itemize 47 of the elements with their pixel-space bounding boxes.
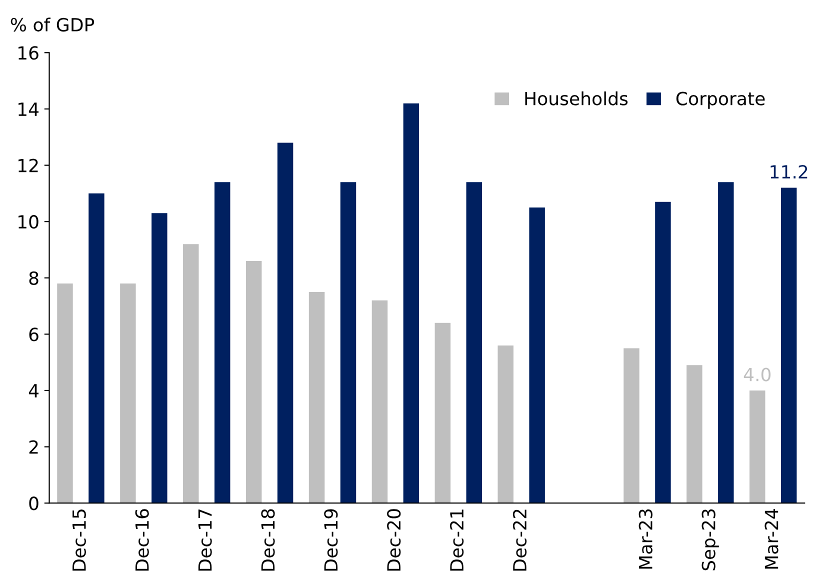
bar: [88, 193, 104, 504]
y-tick-label: 0: [29, 496, 38, 510]
y-tick-label: 8: [29, 271, 38, 285]
bar: [780, 188, 797, 504]
bar: [277, 142, 294, 504]
bar: [308, 292, 325, 504]
data-label: 11.2: [770, 165, 808, 178]
x-tick-label: Dec-19: [324, 509, 338, 571]
x-tick-label: Dec-15: [72, 510, 86, 571]
bar: [152, 213, 168, 504]
x-tick-label: Dec-17: [198, 510, 212, 571]
x-tick-label: Dec-18: [261, 509, 275, 571]
bar: [434, 322, 451, 504]
bar: [750, 390, 766, 504]
x-tick-label: Dec-20: [387, 509, 401, 571]
x-tick-label: Sep-23: [702, 509, 719, 570]
x-tick-label: Mar-23: [638, 509, 652, 569]
y-tick-label: 4: [28, 384, 39, 398]
y-axis-title: % of GDP: [10, 18, 94, 32]
y-tick-label: 10: [18, 215, 38, 229]
bar: [686, 365, 702, 504]
x-tick-label: Mar-24: [764, 508, 778, 569]
bar: [214, 182, 230, 504]
bar: [340, 182, 356, 504]
bar: [655, 202, 671, 504]
bar: [372, 300, 388, 504]
bar: [403, 103, 420, 504]
y-tick-label: 12: [18, 158, 38, 172]
y-tick-label: 6: [29, 328, 38, 342]
bar: [183, 244, 199, 504]
data-label: 4.0: [744, 368, 771, 382]
legend-label: Corporate: [676, 92, 765, 109]
bar: [466, 182, 482, 504]
x-tick-label: Dec-16: [135, 509, 149, 571]
x-tick-label: Dec-21: [450, 510, 464, 571]
x-tick-label: Dec-22: [512, 510, 527, 571]
y-tick-label: 2: [29, 440, 38, 454]
bar: [246, 260, 262, 504]
legend-label: Households: [525, 91, 628, 106]
y-tick-label: 16: [18, 46, 38, 60]
bar: [498, 345, 514, 504]
bar: [529, 207, 545, 504]
bar: [624, 348, 640, 504]
bar: [120, 284, 136, 504]
y-tick-label: 14: [18, 102, 39, 116]
bar: [718, 182, 734, 504]
bar: [57, 284, 73, 504]
